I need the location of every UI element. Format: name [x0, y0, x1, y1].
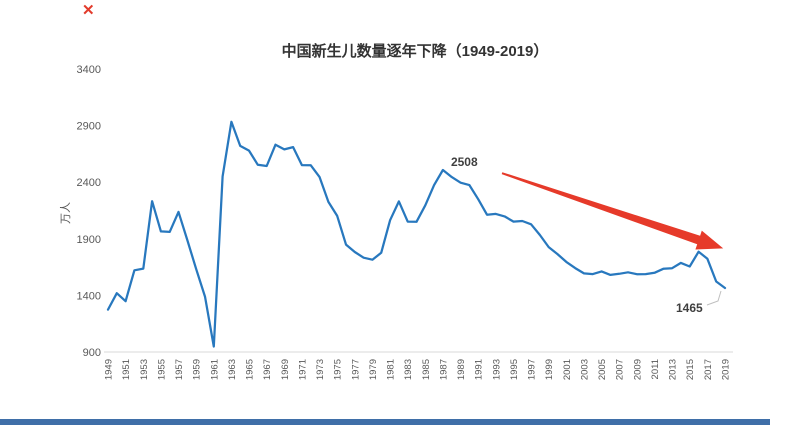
x-tick-label: 2013 [668, 359, 679, 380]
chart-title: 中国新生儿数量逐年下降（1949-2019） [282, 42, 549, 60]
x-tick-label: 2005 [597, 359, 608, 380]
x-tick-label: 1961 [209, 359, 220, 380]
x-tick-label: 1991 [474, 359, 485, 380]
downward-trend-arrow [501, 172, 724, 250]
y-tick-label: 1400 [77, 290, 101, 302]
x-tick-label: 1963 [227, 359, 238, 380]
x-tick-label: 1995 [509, 359, 520, 380]
x-tick-label: 1953 [139, 359, 150, 380]
x-tick-label: 1949 [104, 359, 115, 380]
x-tick-label: 1967 [262, 359, 273, 380]
x-tick-label: 1957 [174, 359, 185, 380]
x-tick-label: 1965 [245, 359, 256, 380]
x-tick-label: 1989 [456, 359, 467, 380]
x-tick-label: 1959 [192, 359, 203, 380]
x-tick-label: 1999 [544, 359, 555, 380]
y-tick-label: 2400 [77, 177, 101, 189]
x-tick-label: 1997 [527, 359, 538, 380]
y-axis-unit-label: 万人 [59, 202, 72, 224]
x-tick-label: 2003 [579, 359, 590, 380]
x-tick-label: 1955 [156, 359, 167, 380]
x-tick-label: 1981 [386, 359, 397, 380]
x-tick-label: 2001 [562, 359, 573, 380]
broken-image-icon: ✕ [82, 2, 95, 19]
x-tick-label: 2009 [632, 359, 643, 380]
annotation-leader-line [706, 290, 722, 306]
x-tick-label: 2007 [615, 359, 626, 380]
x-tick-label: 1985 [421, 359, 432, 380]
data-label: 2508 [451, 155, 478, 169]
bottom-accent-bar [0, 419, 770, 425]
x-tick-label: 1975 [333, 359, 344, 380]
x-tick-label: 2017 [703, 359, 714, 380]
x-tick-label: 2015 [685, 359, 696, 380]
data-label: 1465 [676, 301, 703, 315]
x-tick-label: 1979 [368, 359, 379, 380]
x-tick-label: 1993 [491, 359, 502, 380]
x-tick-label: 1969 [280, 359, 291, 380]
y-tick-label: 2900 [77, 121, 101, 133]
x-tick-label: 1987 [438, 359, 449, 380]
x-tick-label: 1973 [315, 359, 326, 380]
x-tick-label: 1977 [350, 359, 361, 380]
x-tick-label: 2011 [650, 359, 661, 379]
y-tick-label: 900 [83, 347, 101, 359]
x-tick-label: 1951 [121, 359, 132, 380]
y-tick-label: 3400 [77, 64, 101, 76]
x-tick-label: 1971 [297, 359, 308, 380]
y-tick-label: 1900 [77, 234, 101, 246]
x-tick-label: 2019 [721, 359, 732, 380]
data-line [106, 120, 727, 348]
x-tick-label: 1983 [403, 359, 414, 380]
